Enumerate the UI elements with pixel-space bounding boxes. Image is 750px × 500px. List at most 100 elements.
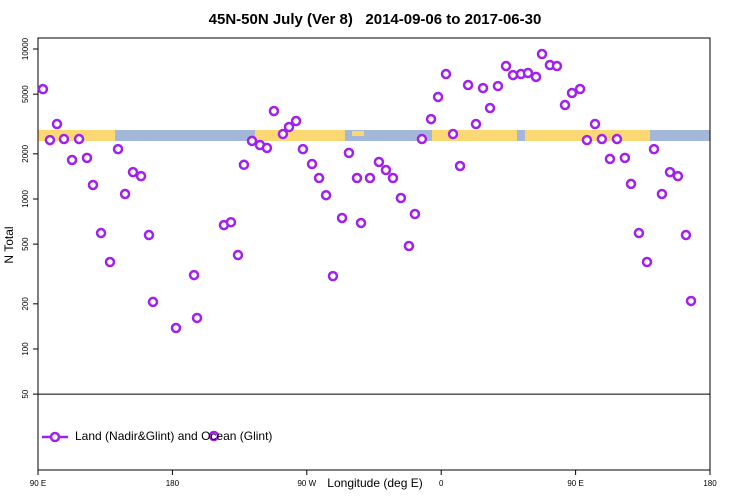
- point: [604, 153, 616, 165]
- point: [143, 229, 155, 241]
- point: [432, 91, 444, 103]
- point: [559, 99, 571, 111]
- point: [522, 67, 534, 79]
- point: [188, 269, 200, 281]
- point: [492, 80, 504, 92]
- point: [470, 118, 482, 130]
- point: [625, 178, 637, 190]
- point: [462, 79, 474, 91]
- x-tick-label: 180: [703, 479, 717, 488]
- point: [500, 60, 512, 72]
- point: [395, 192, 407, 204]
- point: [633, 227, 645, 239]
- point: [135, 170, 147, 182]
- point: [277, 128, 289, 140]
- point: [403, 240, 415, 252]
- y-tick-label: 200: [21, 297, 30, 311]
- x-tick-label: 180: [166, 479, 180, 488]
- point: [581, 134, 593, 146]
- point: [373, 156, 385, 168]
- point: [364, 172, 376, 184]
- y-tick-label: 5000: [21, 85, 30, 103]
- point: [283, 121, 295, 133]
- y-tick-label: 100: [21, 342, 30, 356]
- point: [87, 179, 99, 191]
- x-axis-label: Longitude (deg E): [327, 476, 422, 490]
- point: [641, 256, 653, 268]
- point: [530, 71, 542, 83]
- point: [685, 295, 697, 307]
- point: [440, 68, 452, 80]
- point: [589, 118, 601, 130]
- point: [81, 152, 93, 164]
- point: [536, 48, 548, 60]
- point: [112, 143, 124, 155]
- point: [44, 134, 56, 146]
- point: [425, 113, 437, 125]
- point: [648, 143, 660, 155]
- point: [343, 147, 355, 159]
- plot-frame: [37, 37, 711, 471]
- point: [336, 212, 348, 224]
- point: [95, 227, 107, 239]
- point: [232, 249, 244, 261]
- x-tick-label: 90 W: [297, 479, 316, 488]
- point: [574, 83, 586, 95]
- point: [672, 170, 684, 182]
- point: [619, 152, 631, 164]
- point: [225, 216, 237, 228]
- point: [297, 143, 309, 155]
- legend-label: Land (Nadir&Glint) and Ocean (Glint): [75, 429, 272, 443]
- point: [454, 160, 466, 172]
- point: [409, 208, 421, 220]
- y-tick-label: 50: [21, 389, 30, 398]
- point: [327, 270, 339, 282]
- y-axis-label: N Total: [2, 226, 16, 263]
- y-tick-label: 2000: [21, 144, 30, 162]
- point: [656, 188, 668, 200]
- point: [680, 229, 692, 241]
- point: [147, 296, 159, 308]
- point: [477, 82, 489, 94]
- chart-title: 45N-50N July (Ver 8) 2014-09-06 to 2017-…: [209, 11, 542, 28]
- point: [380, 164, 392, 176]
- point: [416, 133, 428, 145]
- point: [313, 172, 325, 184]
- x-tick-label: 0: [439, 479, 444, 488]
- point: [66, 154, 78, 166]
- point: [208, 430, 220, 442]
- point: [73, 133, 85, 145]
- point: [551, 60, 563, 72]
- point: [484, 102, 496, 114]
- point: [387, 172, 399, 184]
- point: [320, 189, 332, 201]
- point: [170, 322, 182, 334]
- x-tick-label: 90 E: [30, 479, 46, 488]
- point: [191, 312, 203, 324]
- point: [268, 105, 280, 117]
- y-tick-label: 500: [21, 237, 30, 251]
- point: [290, 115, 302, 127]
- point: [355, 217, 367, 229]
- point: [306, 158, 318, 170]
- legend-marker: [49, 431, 61, 443]
- point: [664, 166, 676, 178]
- y-tick-label: 1000: [21, 190, 30, 208]
- point: [596, 133, 608, 145]
- point: [37, 83, 49, 95]
- point: [238, 159, 250, 171]
- point: [261, 142, 273, 154]
- point: [127, 166, 139, 178]
- point: [447, 128, 459, 140]
- point: [611, 133, 623, 145]
- x-tick-label: 90 E: [567, 479, 583, 488]
- point: [119, 188, 131, 200]
- map-strip: [38, 130, 710, 141]
- point: [351, 172, 363, 184]
- point: [246, 135, 258, 147]
- point: [104, 256, 116, 268]
- point: [51, 118, 63, 130]
- point: [58, 133, 70, 145]
- y-tick-label: 10000: [21, 37, 30, 60]
